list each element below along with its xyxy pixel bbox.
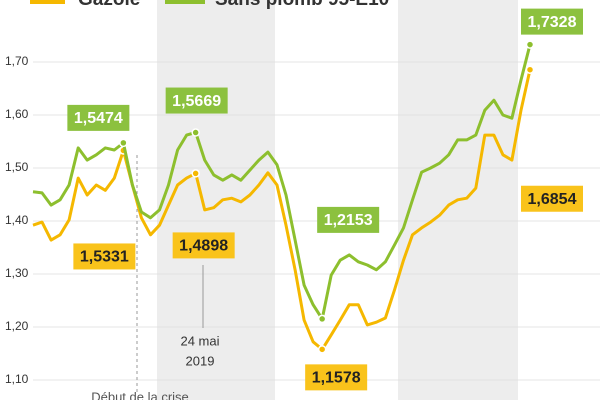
- lines: 1,5331 1,4898 1,1578 1,6854 1,5474 1,5669 1,21…: [32, 8, 583, 391]
- y-tick-label: 1,20: [5, 319, 29, 333]
- data-label: 1,6854: [528, 191, 577, 208]
- data-label: 1,7328: [528, 14, 577, 31]
- value-label: 1,5474: [67, 104, 130, 148]
- y-tick-label: 1,30: [5, 266, 29, 280]
- value-label: 1,1578: [305, 345, 368, 391]
- label-box: [305, 364, 368, 391]
- data-label: 1,5474: [74, 110, 123, 127]
- period-band: [157, 0, 275, 400]
- data-label: 1,5669: [172, 93, 221, 110]
- value-label: 1,4898: [172, 169, 235, 259]
- label-box: [67, 104, 130, 131]
- point-marker: [191, 128, 200, 137]
- point-marker: [525, 40, 535, 49]
- y-tick-label: 1,60: [5, 107, 29, 121]
- value-label: 1,7328: [521, 8, 583, 49]
- point-marker: [317, 345, 327, 354]
- y-tick-label: 1,70: [5, 54, 29, 68]
- point-marker: [317, 314, 327, 324]
- data-label: 1,5331: [80, 249, 129, 266]
- annotation: 24 mai: [180, 333, 219, 348]
- point-marker: [119, 138, 128, 148]
- label-box: [73, 243, 136, 270]
- label-box: [172, 232, 235, 259]
- data-label: 1,1578: [312, 370, 361, 387]
- value-label: 1,5331: [73, 146, 136, 270]
- value-label: 1,6854: [521, 65, 583, 212]
- label-box: [521, 8, 583, 35]
- value-label: 1,5669: [165, 87, 228, 137]
- y-tick-label: 1,50: [5, 160, 29, 174]
- value-label: 1,2153: [317, 206, 380, 324]
- label-box: [317, 206, 380, 233]
- series-line: [32, 69, 532, 351]
- y-tick-label: 1,10: [5, 372, 29, 386]
- data-label: 1,2153: [324, 212, 373, 229]
- y-tick-label: 1,40: [5, 213, 29, 227]
- annotation: 2019: [186, 353, 215, 368]
- label-box: [165, 87, 228, 114]
- data-label: 1,4898: [179, 238, 228, 255]
- point-marker: [525, 65, 535, 74]
- point-marker: [191, 169, 200, 178]
- legend-label: Sans plomb 95-E10: [215, 0, 389, 10]
- label-box: [521, 185, 583, 212]
- series-line: [32, 44, 532, 321]
- legend-label: Gazole: [78, 0, 140, 10]
- annotation: Début de la crise: [91, 389, 189, 400]
